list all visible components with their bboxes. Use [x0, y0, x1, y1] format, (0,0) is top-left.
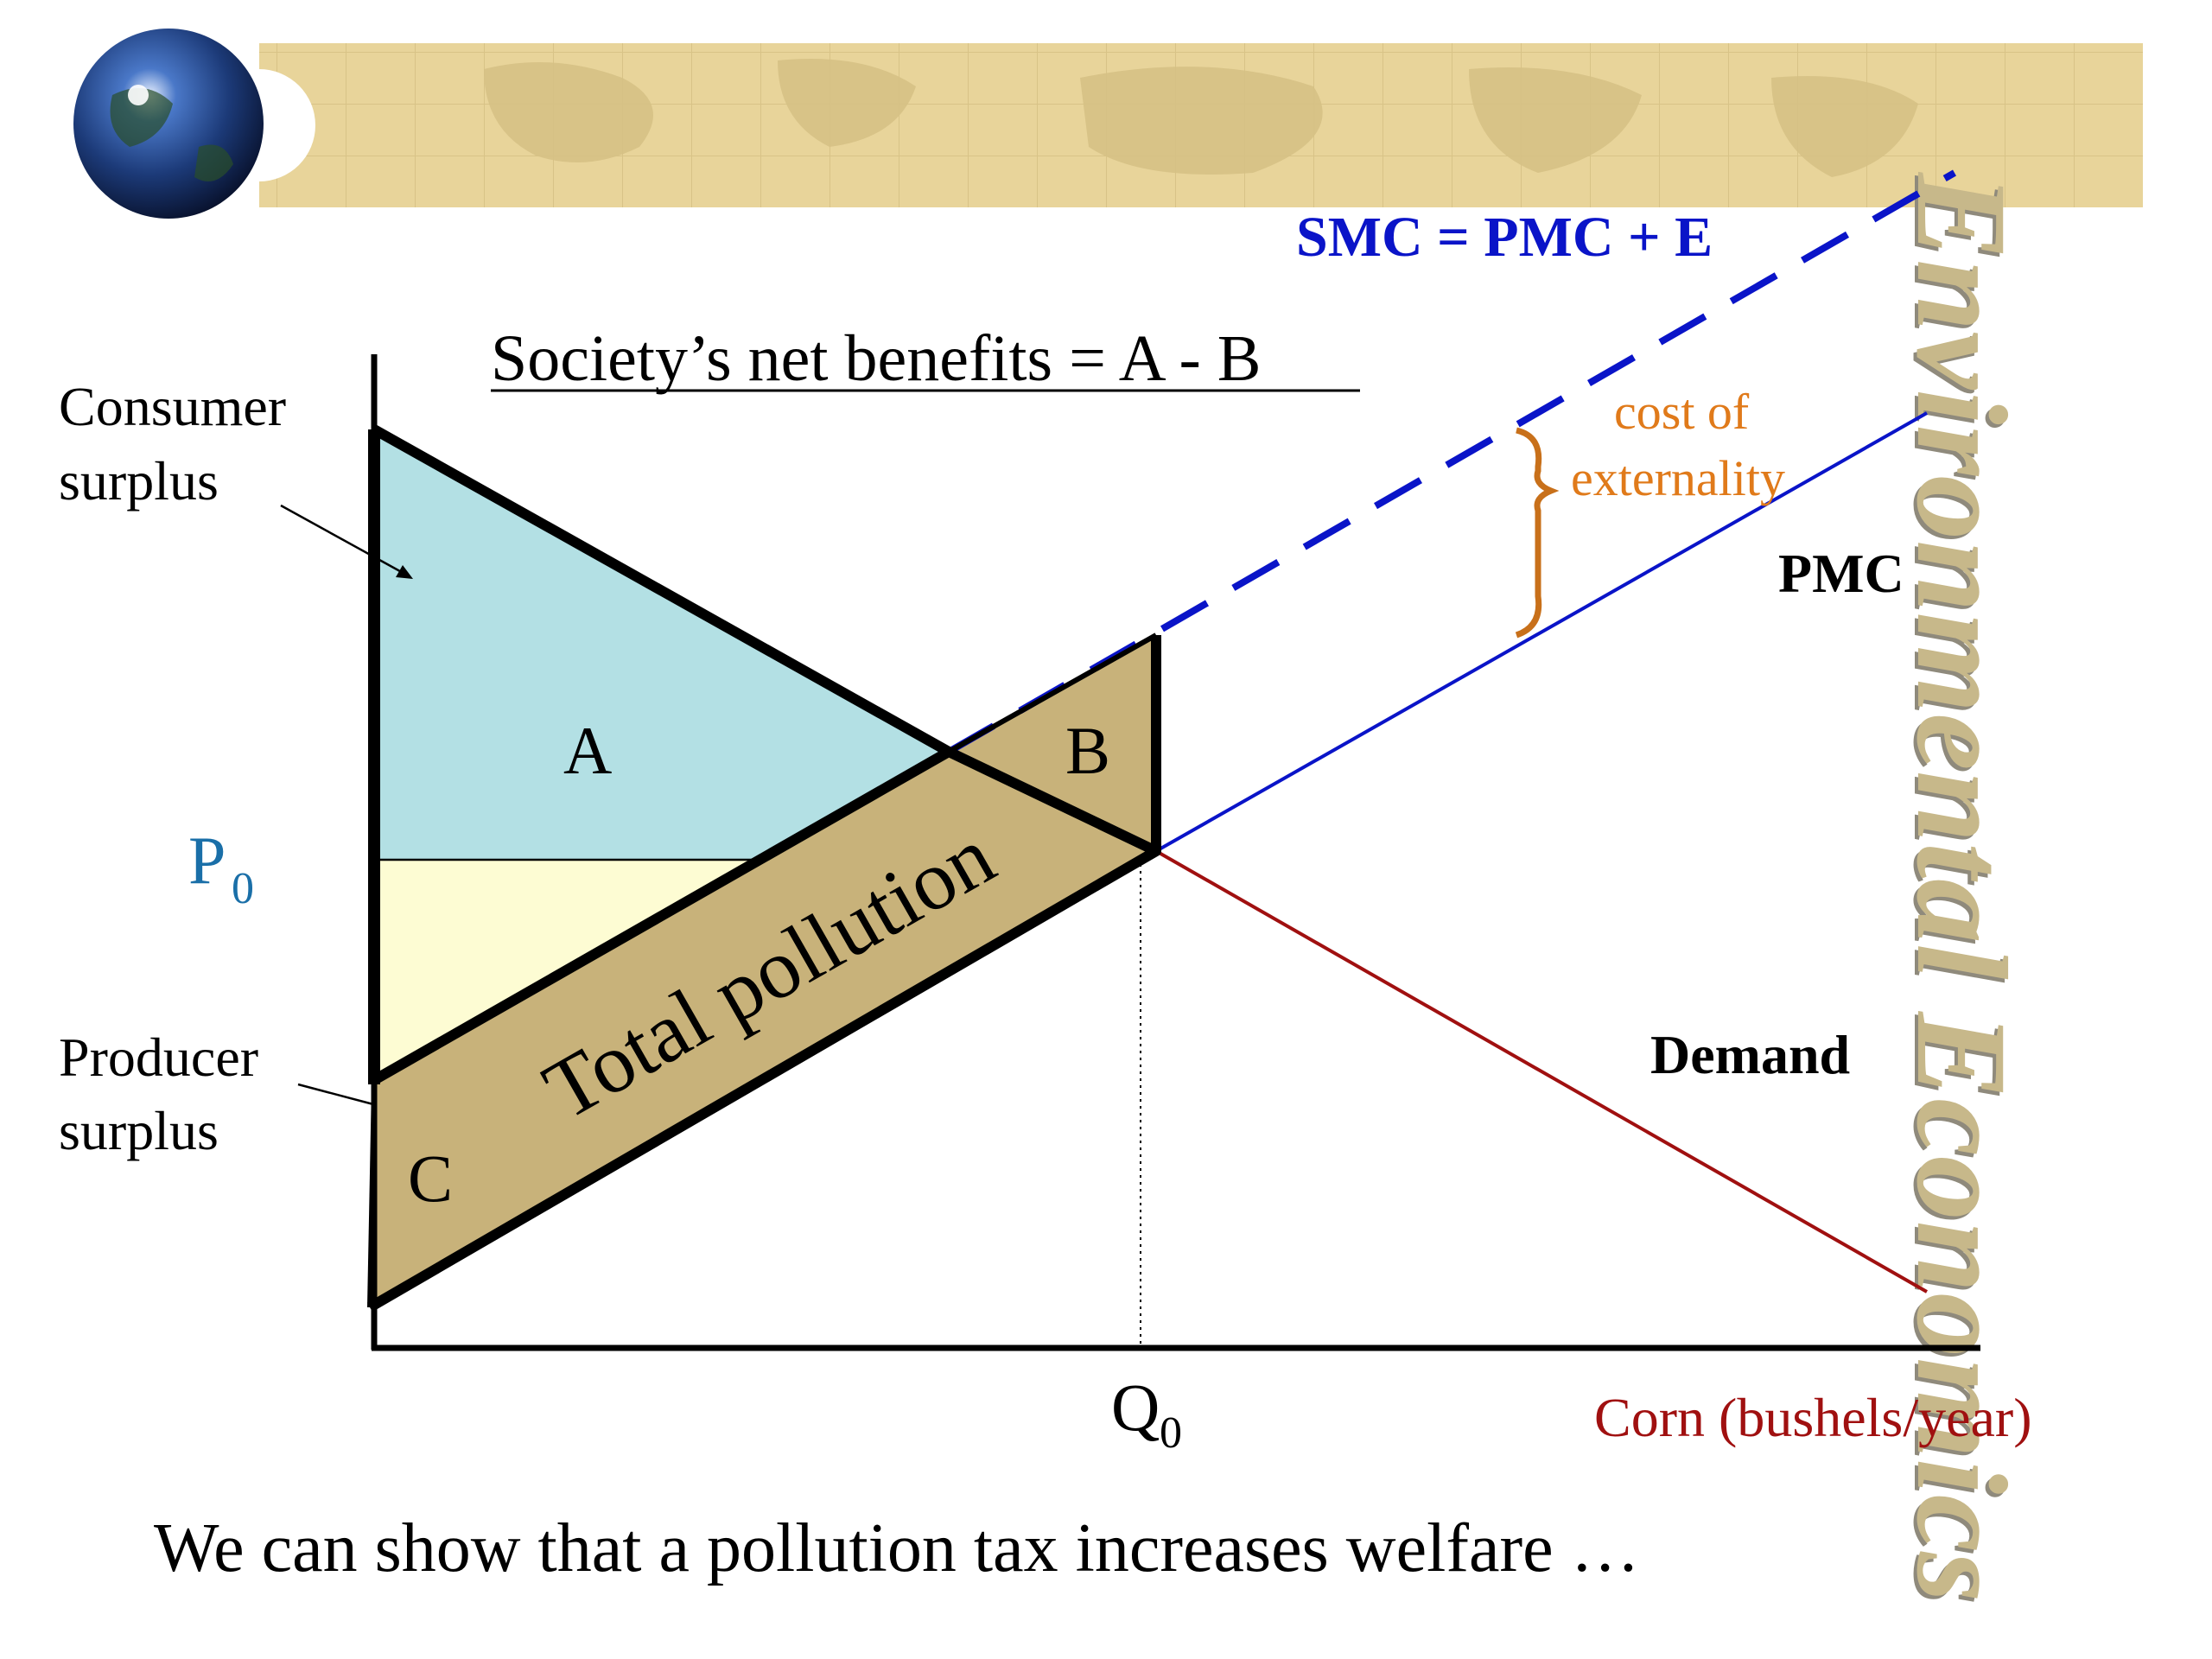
pollution-outline-bold — [372, 747, 951, 1085]
header-banner — [203, 43, 2143, 207]
area-b-region — [949, 635, 1156, 851]
producer-surplus-arrow — [297, 1083, 374, 1106]
consumer-surplus-arrow — [280, 504, 407, 576]
cost-of-externality-line1: cost of — [1614, 384, 1750, 440]
consumer-surplus-label-1: Consumer — [59, 376, 286, 437]
p0-label: P 0 — [188, 823, 254, 913]
pollution-top-edge — [947, 632, 1158, 754]
total-pollution-area — [370, 635, 1156, 1307]
pollution-lower-outline — [366, 635, 1161, 1313]
side-title: Environmental Economics — [1890, 173, 2033, 1603]
area-b-label: B — [1065, 713, 1110, 788]
pmc-curve — [1155, 411, 1928, 853]
consumer-surplus-area — [374, 428, 949, 860]
cost-of-externality-line2: externality — [1571, 450, 1785, 506]
p0-label-sub: 0 — [232, 864, 254, 913]
producer-surplus-label-1: Producer — [59, 1027, 258, 1088]
smc-label: SMC = PMC + E — [1296, 206, 1713, 269]
p0-label-main: P — [188, 823, 226, 898]
consumer-surplus-label-2: surplus — [59, 450, 219, 512]
demand-label: Demand — [1650, 1024, 1850, 1085]
q0-label-sub: 0 — [1160, 1408, 1182, 1458]
consumer-arrowhead — [396, 565, 413, 579]
world-map-silhouette — [484, 59, 1918, 177]
globe-icon — [73, 29, 264, 219]
pmc-label: PMC — [1778, 543, 1904, 604]
demand-curve — [1155, 849, 1928, 1294]
q0-label: Q 0 — [1111, 1370, 1182, 1458]
externality-brace — [1515, 427, 1560, 639]
caption: We can show that a pollution tax increas… — [154, 1510, 1640, 1586]
producer-surplus-label-2: surplus — [59, 1100, 219, 1161]
producer-left-edge — [367, 1084, 377, 1308]
heading: Society’s net benefits = A - B — [491, 322, 1261, 395]
x-axis-label: Corn (bushels/year) — [1594, 1387, 2032, 1448]
area-a-label: A — [563, 713, 612, 788]
q0-label-main: Q — [1111, 1370, 1160, 1445]
area-c-label: C — [408, 1141, 453, 1216]
